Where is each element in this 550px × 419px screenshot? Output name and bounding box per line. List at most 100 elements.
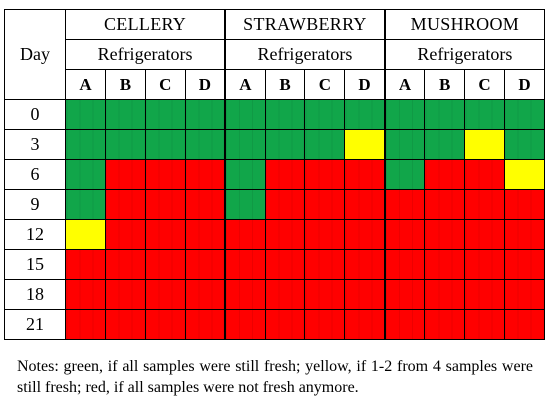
table-row: 3 — [4, 129, 546, 160]
letter-header: A — [224, 69, 266, 100]
status-cell-green — [383, 129, 426, 160]
status-cell-yellow — [344, 129, 386, 160]
status-cell-green — [464, 99, 505, 130]
letter-header: A — [383, 69, 426, 100]
letter-header: D — [184, 69, 226, 100]
status-cell-red — [424, 249, 466, 280]
status-cell-red — [184, 159, 226, 190]
status-cell-red — [184, 279, 226, 310]
status-cell-green — [264, 99, 306, 130]
status-cell-red — [304, 249, 346, 280]
refrigerators-header-cellery: Refrigerators — [65, 39, 226, 70]
table-row: 0 — [4, 99, 546, 130]
status-cell-green — [144, 99, 186, 130]
status-cell-red — [264, 189, 306, 220]
status-cell-red — [344, 309, 386, 340]
status-cell-red — [304, 219, 346, 250]
refrigerators-header-strawberry: Refrigerators — [224, 39, 386, 70]
status-cell-red — [464, 219, 505, 250]
freshness-table: Day CELLERY STRAWBERRY MUSHROOM Refriger… — [4, 9, 546, 340]
status-cell-red — [65, 249, 106, 280]
status-cell-red — [383, 219, 426, 250]
status-cell-green — [144, 129, 186, 160]
status-cell-red — [144, 189, 186, 220]
status-cell-red — [104, 189, 146, 220]
table-row: 6 — [4, 159, 546, 190]
status-cell-green — [304, 129, 346, 160]
status-cell-red — [144, 279, 186, 310]
status-cell-green — [224, 99, 266, 130]
status-cell-red — [184, 309, 226, 340]
letter-header: D — [344, 69, 386, 100]
status-cell-red — [464, 279, 505, 310]
day-cell: 15 — [4, 249, 66, 280]
status-cell-green — [224, 159, 266, 190]
status-cell-red — [383, 279, 426, 310]
product-header-row: Day CELLERY STRAWBERRY MUSHROOM — [4, 9, 545, 100]
status-cell-red — [184, 219, 226, 250]
status-cell-red — [304, 189, 346, 220]
status-cell-green — [184, 99, 226, 130]
status-cell-red — [144, 159, 186, 190]
status-cell-green — [503, 99, 546, 130]
status-cell-red — [224, 309, 266, 340]
status-cell-green — [424, 99, 466, 130]
status-cell-green — [184, 129, 226, 160]
table-header: Day CELLERY STRAWBERRY MUSHROOM Refriger… — [4, 9, 546, 100]
status-cell-red — [65, 309, 106, 340]
status-cell-red — [304, 159, 346, 190]
letter-header: C — [304, 69, 346, 100]
day-header: Day — [4, 9, 66, 100]
status-cell-red — [464, 309, 505, 340]
status-cell-red — [424, 219, 466, 250]
status-cell-red — [264, 279, 306, 310]
status-cell-red — [344, 159, 386, 190]
status-cell-red — [424, 189, 466, 220]
status-cell-green — [65, 129, 106, 160]
status-cell-red — [104, 219, 146, 250]
notes-text: Notes: green, if all samples were still … — [17, 358, 533, 396]
status-cell-red — [464, 249, 505, 280]
status-cell-red — [383, 189, 426, 220]
status-cell-green — [65, 99, 106, 130]
status-cell-red — [344, 219, 386, 250]
status-cell-red — [344, 189, 386, 220]
status-cell-red — [104, 249, 146, 280]
status-cell-red — [65, 279, 106, 310]
status-cell-red — [503, 219, 546, 250]
status-cell-yellow — [65, 219, 106, 250]
status-cell-red — [104, 279, 146, 310]
status-cell-red — [104, 309, 146, 340]
status-cell-red — [344, 279, 386, 310]
letter-header: D — [503, 69, 546, 100]
status-cell-red — [144, 309, 186, 340]
letter-header: B — [104, 69, 146, 100]
status-cell-red — [344, 249, 386, 280]
product-header-strawberry: STRAWBERRY — [224, 9, 386, 40]
status-cell-red — [264, 249, 306, 280]
table-row: 12 — [4, 219, 546, 250]
status-cell-green — [383, 99, 426, 130]
status-cell-green — [383, 159, 426, 190]
status-cell-red — [224, 219, 266, 250]
status-cell-green — [264, 129, 306, 160]
day-cell: 6 — [4, 159, 66, 190]
status-cell-red — [264, 219, 306, 250]
letter-header: C — [144, 69, 186, 100]
status-cell-red — [424, 159, 466, 190]
status-cell-green — [65, 159, 106, 190]
status-cell-red — [144, 219, 186, 250]
status-cell-red — [464, 159, 505, 190]
status-cell-green — [424, 129, 466, 160]
status-cell-red — [424, 309, 466, 340]
table-row: 18 — [4, 279, 546, 310]
status-cell-green — [224, 129, 266, 160]
status-cell-green — [104, 129, 146, 160]
table-row: 9 — [4, 189, 546, 220]
status-cell-red — [383, 249, 426, 280]
status-cell-green — [503, 129, 546, 160]
day-cell: 0 — [4, 99, 66, 130]
status-cell-red — [503, 189, 546, 220]
status-cell-red — [304, 279, 346, 310]
